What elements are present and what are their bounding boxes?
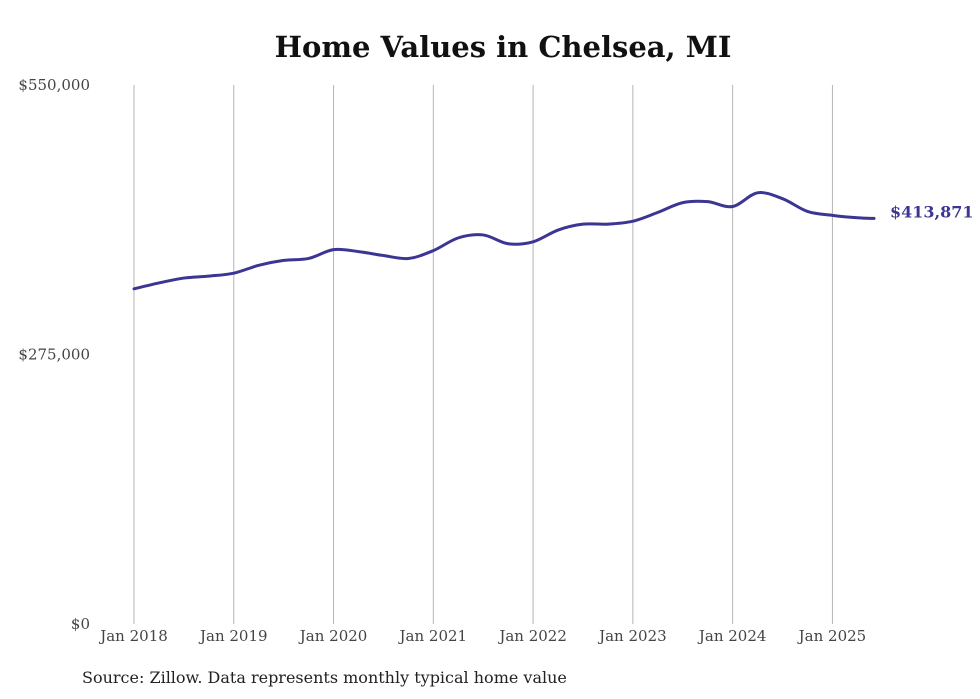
y-tick-label: $550,000 bbox=[18, 76, 90, 94]
x-tick-label: Jan 2024 bbox=[697, 627, 767, 645]
latest-value-label: $413,871 bbox=[890, 202, 974, 221]
y-axis-ticks: $0 $275,000 $550,000 bbox=[18, 76, 90, 633]
y-tick-label: $0 bbox=[71, 615, 90, 633]
chart-source-note: Source: Zillow. Data represents monthly … bbox=[82, 668, 567, 687]
home-value-line bbox=[132, 191, 876, 291]
x-tick-label: Jan 2019 bbox=[198, 627, 268, 645]
y-tick-label: $275,000 bbox=[18, 346, 90, 364]
x-axis-ticks: Jan 2018 Jan 2019 Jan 2020 Jan 2021 Jan 2022… bbox=[98, 627, 866, 645]
chart-title: Home Values in Chelsea, MI bbox=[274, 30, 732, 64]
x-tick-label: Jan 2023 bbox=[597, 627, 667, 645]
x-tick-label: Jan 2025 bbox=[797, 627, 867, 645]
x-tick-label: Jan 2018 bbox=[98, 627, 168, 645]
gridlines bbox=[133, 85, 833, 624]
x-tick-label: Jan 2022 bbox=[497, 627, 567, 645]
x-tick-label: Jan 2020 bbox=[298, 627, 368, 645]
x-tick-label: Jan 2021 bbox=[398, 627, 468, 645]
series-layer: $413,871 bbox=[132, 191, 974, 291]
